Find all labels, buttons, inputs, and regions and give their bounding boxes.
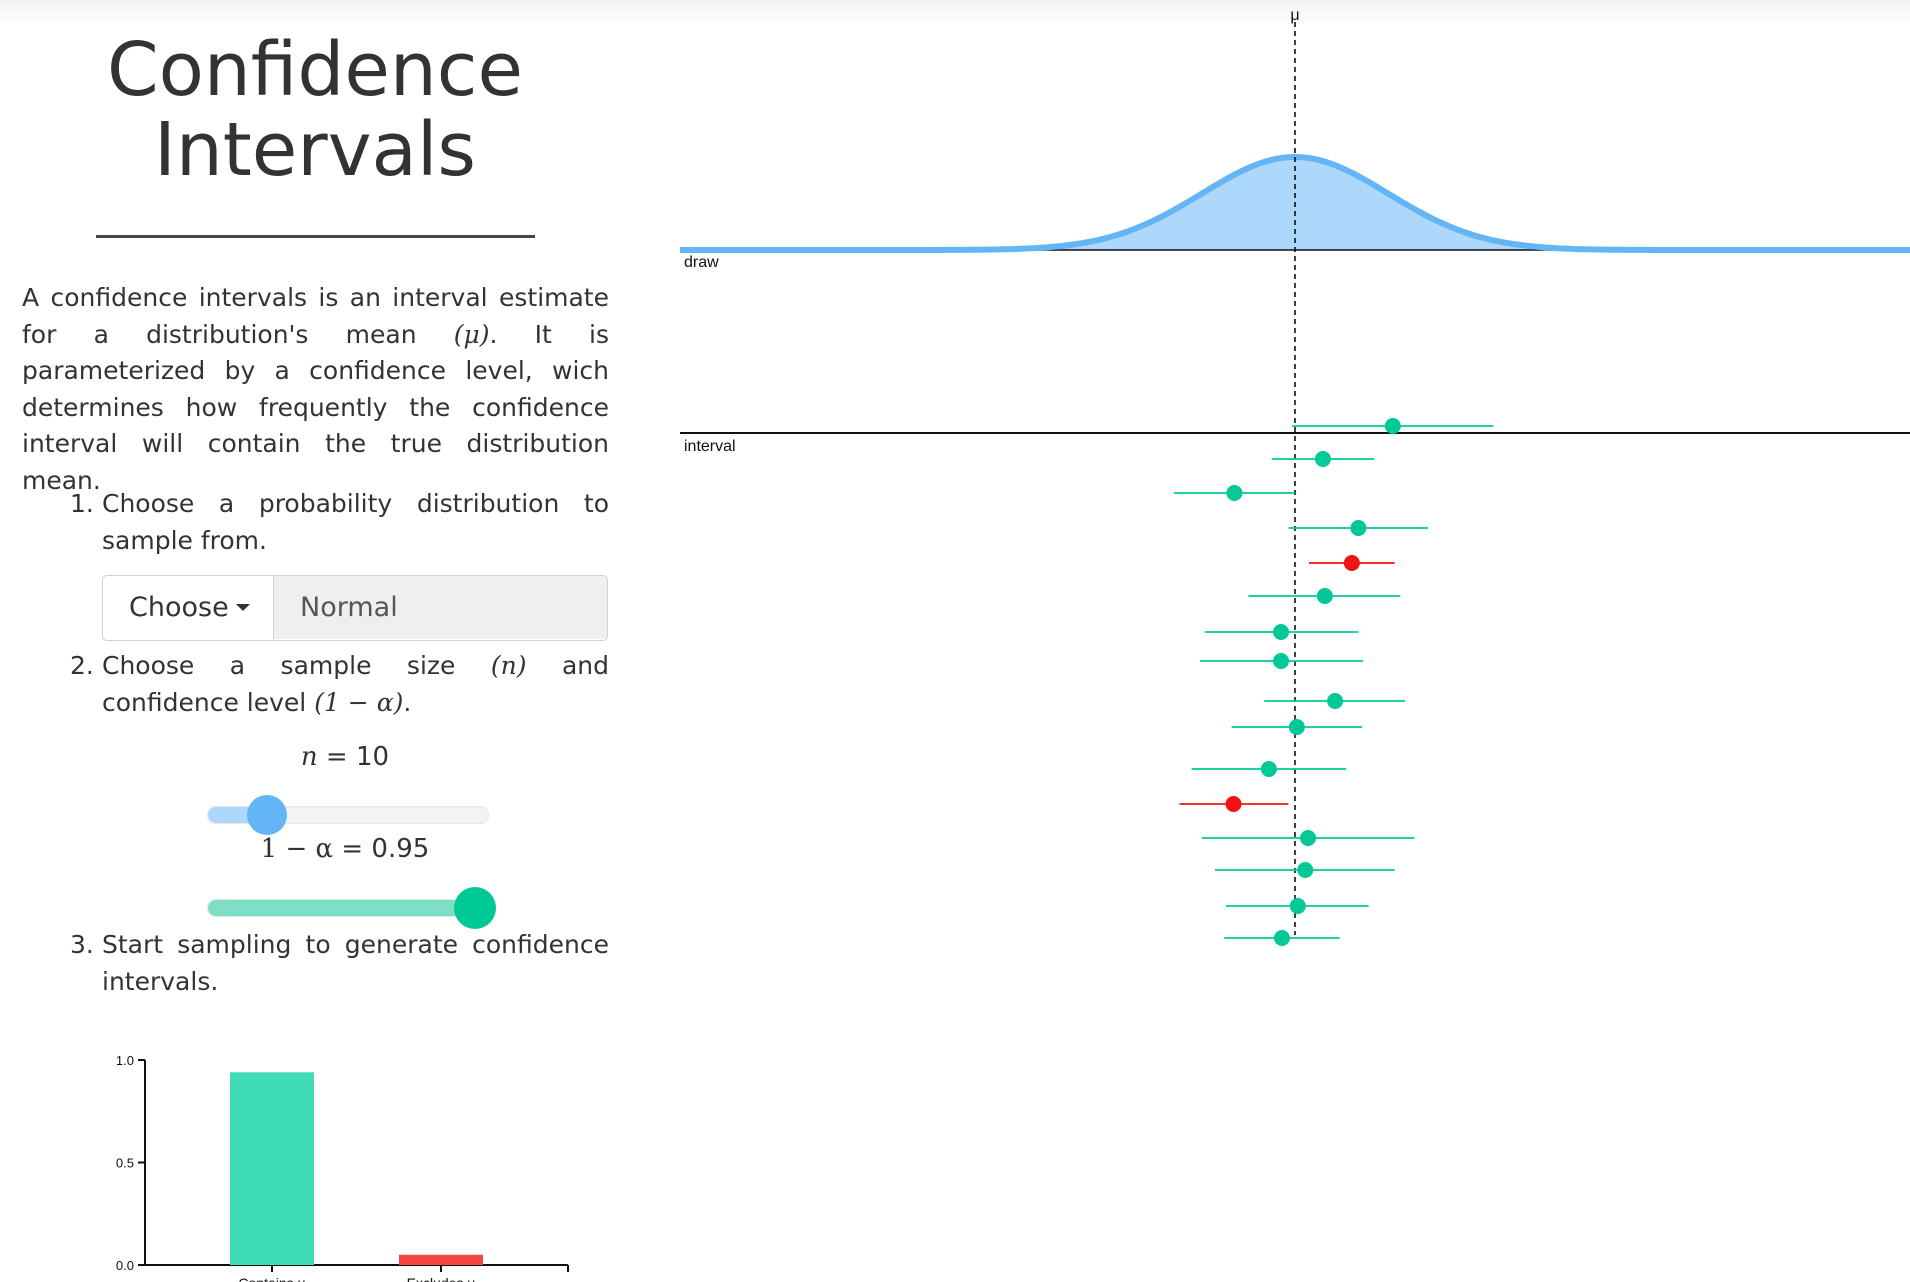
intro-paragraph: A confidence intervals is an interval es… <box>22 280 609 499</box>
sample-size-var: n <box>300 742 318 772</box>
mu-label: μ <box>1290 7 1299 24</box>
distribution-chooser: Choose Normal <box>102 575 608 641</box>
step-2-text-e: . <box>403 687 412 717</box>
interval-center-point <box>1300 830 1317 846</box>
page-title: Confidence Intervals <box>106 27 524 193</box>
interval-center-point <box>1314 451 1331 467</box>
bar-category-label: Contains μ <box>238 1275 305 1282</box>
interval-center-point <box>1327 693 1344 709</box>
title-divider <box>96 235 535 238</box>
intro-math-mu: (μ) <box>453 319 490 349</box>
confidence-level-slider[interactable] <box>207 899 489 917</box>
left-panel: Confidence Intervals A confidence interv… <box>0 0 640 1282</box>
step-2-math-level: (1 − α) <box>314 687 404 717</box>
interval-center-point <box>1288 719 1305 735</box>
confidence-level-slider-handle[interactable] <box>453 887 496 929</box>
bar-y-tick-label: 0.0 <box>116 1258 134 1273</box>
caret-down-icon <box>236 604 250 611</box>
step-2-math-n: (n) <box>490 651 527 680</box>
interval-center-point <box>1273 653 1290 669</box>
confidence-level-var: 1 − α <box>260 834 334 864</box>
interval-center-point <box>1316 588 1333 604</box>
choose-dropdown-button[interactable]: Choose <box>103 576 274 639</box>
sample-size-label: n = 10 <box>205 742 485 772</box>
interval-center-point <box>1273 930 1290 946</box>
step-3-number: 3. <box>70 930 94 959</box>
step-2-text: Choose a sample size (n) and confidence … <box>102 648 609 721</box>
bar-category-label: Excludes μ <box>407 1275 476 1282</box>
intro-text-1: A confidence intervals is an interval es… <box>22 283 609 349</box>
confidence-level-label: 1 − α = 0.95 <box>205 834 485 864</box>
interval-center-point <box>1226 485 1243 501</box>
interval-center-point <box>1289 898 1306 914</box>
step-1-number: 1. <box>70 489 94 518</box>
top-bar <box>0 0 1910 26</box>
confidence-level-slider-fill <box>208 900 476 916</box>
interval-center-point <box>1260 761 1277 777</box>
proportion-bar <box>399 1254 483 1265</box>
proportion-bar-chart: 0.0 0.5 1.0 Contains μ Excludes μ <box>116 1053 569 1282</box>
interval-center-point <box>1343 555 1360 571</box>
confidence-interval-chart: μ draw interval <box>680 7 1910 946</box>
choose-button-label: Choose <box>129 592 229 623</box>
interval-label: interval <box>684 438 736 455</box>
selected-distribution-field[interactable]: Normal <box>274 576 607 639</box>
intro-text-2: . It is parameterized by a confidence le… <box>22 319 609 495</box>
confidence-level-value: = 0.95 <box>333 834 430 864</box>
step-2-text-a: Choose a sample size <box>102 651 491 680</box>
interval-center-point <box>1297 862 1314 878</box>
sample-size-value: = 10 <box>317 742 390 772</box>
step-1-text: Choose a probability distribution to sam… <box>102 489 609 555</box>
step-2-number: 2. <box>70 651 94 680</box>
interval-center-point <box>1225 796 1242 812</box>
step-3-text: Start sampling to generate confidence in… <box>102 930 609 996</box>
proportion-bar <box>230 1072 314 1265</box>
interval-center-point <box>1350 520 1367 536</box>
interval-center-point <box>1384 418 1401 434</box>
bar-y-tick-label: 1.0 <box>116 1053 134 1068</box>
draw-label: draw <box>684 254 719 271</box>
interval-center-point <box>1273 624 1290 640</box>
bar-y-tick-label: 0.5 <box>116 1156 134 1171</box>
step-2-text-c: and confidence level <box>102 651 609 717</box>
sample-size-slider-handle[interactable] <box>246 795 287 835</box>
